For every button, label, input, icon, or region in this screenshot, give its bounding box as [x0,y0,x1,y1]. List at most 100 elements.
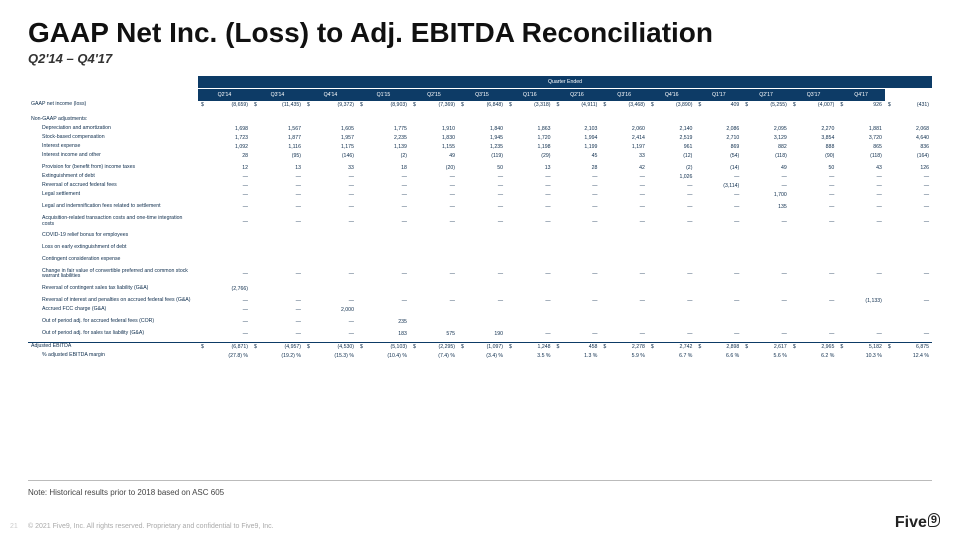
column-header: Q4'17 [837,88,885,101]
cell: — [467,191,506,200]
cell [313,244,357,253]
cell [207,255,251,264]
cell [846,244,885,253]
cell: 5.6 % [751,352,790,361]
table-row: Reversal of accrued federal fees————————… [28,182,932,191]
cell: — [894,215,932,229]
cell [799,306,838,315]
cell [609,306,648,315]
cell [260,255,304,264]
cell: — [260,267,304,281]
column-header-row: Q2'14Q3'14Q4'14Q1'15Q2'15Q3'15Q1'16Q2'16… [28,88,932,101]
row-label: Acquisition-related transaction costs an… [28,215,198,229]
table-row: Out of period adj. for sales tax liabili… [28,330,932,339]
cell: — [846,330,885,339]
cell: — [467,203,506,212]
cell: — [207,203,251,212]
cell: — [562,297,600,306]
cell: 2,519 [657,134,696,143]
cell: 1,994 [562,134,600,143]
table-row: Depreciation and amortization1,6981,5671… [28,125,932,134]
cell: 1,175 [313,143,357,152]
cell: (2) [657,164,696,173]
cell: (20) [419,164,458,173]
cell [467,232,506,241]
row-label: Out of period adj. for accrued federal f… [28,318,198,327]
table-row: Stock-based compensation1,7231,8771,9572… [28,134,932,143]
cell [260,285,304,294]
cell [751,285,790,294]
cell: — [467,215,506,229]
cell: (29) [515,152,554,161]
row-label: Loss on early extinguishment of debt [28,244,198,253]
column-header: Q1'17 [695,88,742,101]
cell [657,306,696,315]
cell: (14) [704,164,742,173]
cell [609,255,648,264]
cell [366,255,410,264]
cell: 888 [799,143,838,152]
cell: 3,854 [799,134,838,143]
cell: — [515,297,554,306]
cell: — [609,330,648,339]
cell: (4,530) [313,342,357,352]
cell: 1,700 [751,191,790,200]
cell: 4,640 [894,134,932,143]
cell: — [313,267,357,281]
cell: — [366,191,410,200]
cell [260,232,304,241]
cell [467,116,506,125]
cell [313,116,357,125]
cell [894,116,932,125]
cell: (146) [313,152,357,161]
cell: 49 [419,152,458,161]
cell: — [313,318,357,327]
cell [704,285,742,294]
table-row: GAAP net income (loss)$(8,659)$(11,435)$… [28,101,932,110]
cell [609,318,648,327]
cell [657,244,696,253]
row-label: Stock-based compensation [28,134,198,143]
cell: 5,182 [846,342,885,352]
row-label: Contingent consideration expense [28,255,198,264]
cell: 961 [657,143,696,152]
cell: (118) [846,152,885,161]
cell: — [751,182,790,191]
cell: (3,318) [515,101,554,110]
cell: 1,198 [515,143,554,152]
cell: 882 [751,143,790,152]
cell: (164) [894,152,932,161]
cell: (15.3) % [313,352,357,361]
cell: — [562,182,600,191]
cell: — [313,330,357,339]
cell: 6,875 [894,342,932,352]
cell [419,285,458,294]
cell: (3,114) [704,182,742,191]
cell [313,232,357,241]
cell [704,244,742,253]
cell [751,255,790,264]
column-header: Q4'16 [648,88,696,101]
cell: — [562,203,600,212]
column-header: Q3'16 [600,88,648,101]
cell: — [366,182,410,191]
column-header: Q3'14 [251,88,304,101]
cell [799,116,838,125]
cell: 1,197 [609,143,648,152]
cell: (1,097) [467,342,506,352]
cell: 3.5 % [515,352,554,361]
cell: 1,720 [515,134,554,143]
cell: — [562,330,600,339]
cell [609,232,648,241]
cell [894,306,932,315]
cell: — [260,306,304,315]
cell [419,306,458,315]
cell: 28 [207,152,251,161]
cell: 1.3 % [562,352,600,361]
cell: 2,742 [657,342,696,352]
column-header: Q2'17 [742,88,790,101]
cell: — [657,203,696,212]
cell: — [657,267,696,281]
cell: — [609,191,648,200]
cell [799,285,838,294]
